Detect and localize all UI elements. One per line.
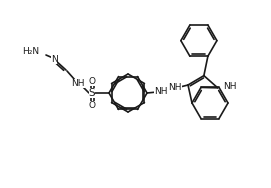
Text: O: O — [89, 101, 95, 109]
Text: N: N — [51, 55, 57, 64]
Text: NH: NH — [223, 82, 236, 91]
Text: O: O — [89, 77, 95, 86]
Text: NH: NH — [168, 83, 182, 92]
Text: S: S — [89, 88, 95, 98]
Text: NH: NH — [154, 86, 168, 96]
Text: NH: NH — [71, 79, 85, 87]
Text: H₂N: H₂N — [22, 46, 39, 55]
